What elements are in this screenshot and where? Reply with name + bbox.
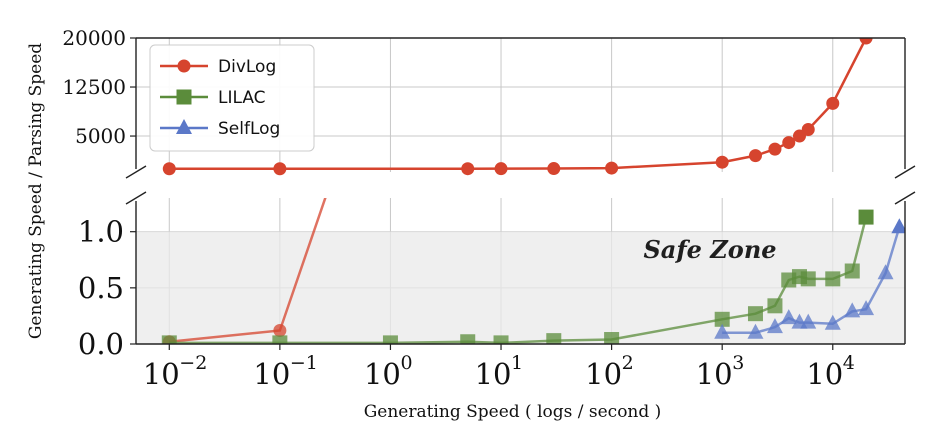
axis-break-mark	[894, 191, 916, 205]
selflog-point	[747, 323, 764, 339]
x-tick-label: 10	[475, 357, 512, 391]
divlog-point-top	[162, 162, 176, 176]
x-axis-label: Generating Speed ( logs / second )	[364, 402, 662, 422]
bottom-panel-plot	[161, 198, 905, 344]
legend-label-selflog: SelfLog	[218, 119, 280, 139]
divlog-point-top	[461, 162, 475, 176]
selflog-point	[780, 309, 797, 325]
legend-label-divlog: DivLog	[218, 57, 276, 77]
x-tick-labels: 10 −2 10 −1 10 0 10 1 10 2 10 3 10 4	[143, 344, 855, 391]
lilac-point	[825, 271, 841, 287]
lilac-point	[800, 271, 816, 287]
selflog-point	[824, 314, 841, 330]
x-tick-exponent: 4	[843, 352, 855, 374]
lilac-line-bottom	[169, 216, 868, 344]
axis-break-mark	[125, 165, 147, 179]
divlog-point-top	[748, 149, 762, 163]
divlog-point-top	[715, 155, 729, 169]
safe-zone-label: Safe Zone	[643, 235, 776, 264]
y-tick-label: 0.0	[78, 327, 124, 361]
lilac-point	[382, 335, 398, 344]
lilac-legend-marker	[176, 89, 192, 105]
lilac-point	[460, 334, 476, 344]
axis-break-mark	[894, 165, 916, 179]
x-tick-label: 10	[364, 357, 401, 391]
lilac-point	[714, 311, 730, 327]
y-tick-label: 5000	[75, 124, 126, 148]
lilac-point	[747, 306, 763, 322]
divlog-point-top	[547, 162, 561, 176]
divlog-point-top	[605, 161, 619, 175]
selflog-point	[800, 313, 817, 329]
selflog-point	[858, 300, 875, 316]
top-panel-plot	[162, 38, 873, 176]
selflog-point	[714, 323, 731, 339]
x-tick-label: 10	[143, 357, 180, 391]
divlog-point	[273, 324, 287, 338]
selflog-legend-marker	[176, 119, 192, 134]
legend-box	[149, 44, 315, 152]
lilac-point	[767, 298, 783, 314]
y-tick-label: 1.0	[78, 215, 124, 249]
lilac-point	[858, 209, 874, 225]
selflog-point	[891, 218, 905, 234]
x-tick-exponent: −2	[179, 352, 207, 374]
divlog-point-top	[859, 38, 873, 45]
divlog-point-top	[782, 136, 796, 150]
axes-frame	[125, 37, 916, 345]
x-tick-label: 10	[253, 357, 290, 391]
lilac-point	[604, 332, 620, 344]
y-tick-label: 20000	[62, 26, 126, 50]
lilac-point	[844, 263, 860, 279]
y-tick-labels: 5000 12500 20000 0.0 0.5 1.0	[62, 26, 136, 361]
divlog-point-top	[273, 162, 287, 176]
selflog-point	[844, 302, 861, 318]
x-tick-label: 10	[696, 357, 733, 391]
x-tick-exponent: 2	[622, 352, 634, 374]
lilac-point	[161, 335, 177, 344]
y-tick-label: 12500	[62, 75, 126, 99]
series-layer	[161, 38, 905, 344]
selflog-point	[766, 318, 783, 334]
x-tick-label: 10	[806, 357, 843, 391]
lilac-point	[272, 335, 288, 344]
x-tick-exponent: −1	[290, 352, 318, 374]
divlog-point-top	[768, 142, 782, 156]
divlog-point-top	[826, 96, 840, 110]
y-axis-label: Generating Speed / Parsing Speed	[26, 43, 46, 339]
divlog-legend-marker	[177, 59, 191, 73]
x-tick-exponent: 1	[511, 352, 523, 374]
axis-break-mark	[125, 191, 147, 205]
divlog-point-top	[801, 123, 815, 137]
x-tick-exponent: 3	[732, 352, 744, 374]
legend-label-lilac: LILAC	[218, 88, 266, 108]
lilac-point	[493, 335, 509, 344]
x-tick-exponent: 0	[400, 352, 412, 374]
legend: DivLog LILAC SelfLog	[149, 44, 315, 152]
lilac-point	[546, 333, 562, 344]
selflog-point	[877, 264, 894, 280]
y-tick-label: 0.5	[78, 271, 124, 305]
divlog-point-top	[494, 162, 508, 176]
x-tick-label: 10	[585, 357, 622, 391]
safe-zone-region	[136, 231, 905, 344]
